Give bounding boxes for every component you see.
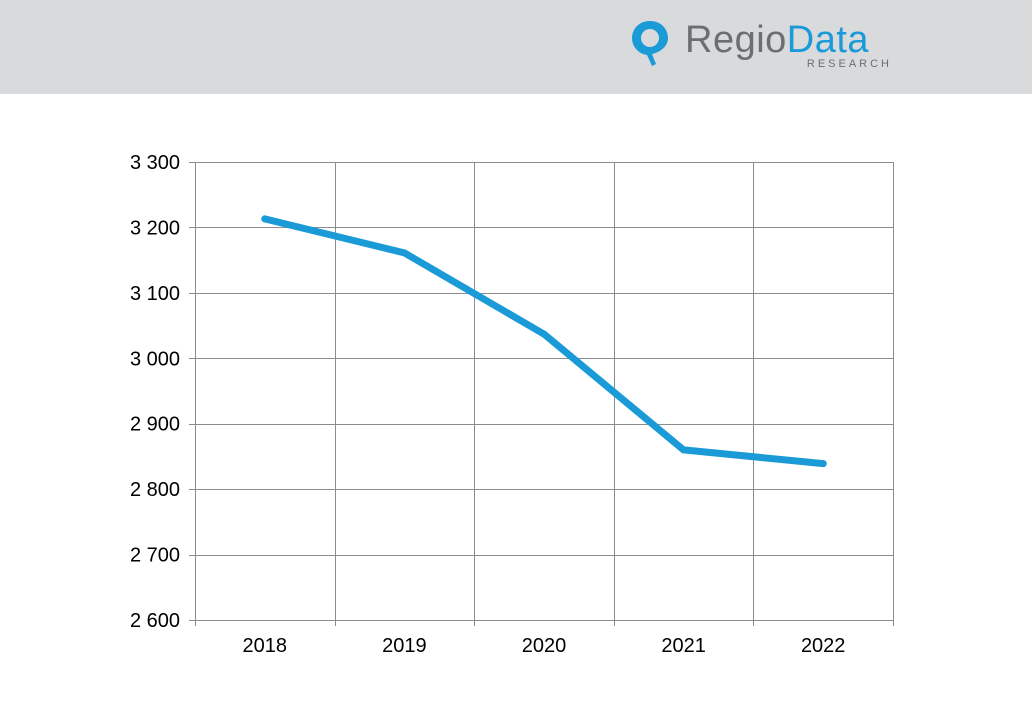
y-tick-label: 3 000 xyxy=(130,348,180,370)
logo-subtitle: RESEARCH xyxy=(806,58,892,70)
regiodata-logo: RegioData RESEARCH xyxy=(630,14,910,74)
y-tick-label: 3 100 xyxy=(130,283,180,305)
data-point xyxy=(540,330,548,338)
x-axis-ticks: 2018 2019 2020 2021 2022 xyxy=(243,635,846,657)
map-pin-icon xyxy=(632,21,668,66)
y-tick-label: 2 800 xyxy=(130,479,180,501)
logo-wordmark-data: Data xyxy=(786,19,870,61)
x-tick-label: 2021 xyxy=(661,635,706,657)
x-tick-label: 2020 xyxy=(522,635,567,657)
x-tick-label: 2019 xyxy=(382,635,427,657)
y-tick-label: 3 200 xyxy=(130,217,180,239)
header-bar: RegioData RESEARCH xyxy=(0,0,1032,94)
y-tick-label: 3 300 xyxy=(130,152,180,174)
y-tick-label: 2 700 xyxy=(130,545,180,567)
data-point xyxy=(819,460,827,468)
y-tick-label: 2 900 xyxy=(130,414,180,436)
data-point xyxy=(400,249,408,257)
logo-wordmark: RegioData xyxy=(685,18,869,62)
data-point xyxy=(261,215,269,223)
data-point xyxy=(680,446,688,454)
chart-grid xyxy=(189,162,894,626)
logo-wordmark-regio: Regio xyxy=(685,19,787,61)
y-tick-label: 2 600 xyxy=(130,610,180,632)
x-tick-label: 2022 xyxy=(801,635,846,657)
x-tick-label: 2018 xyxy=(243,635,288,657)
series-line xyxy=(261,215,827,468)
y-axis-ticks: 2 600 2 700 2 800 2 900 3 000 3 100 3 200 3 300 xyxy=(130,152,180,632)
chart-series xyxy=(261,215,827,468)
